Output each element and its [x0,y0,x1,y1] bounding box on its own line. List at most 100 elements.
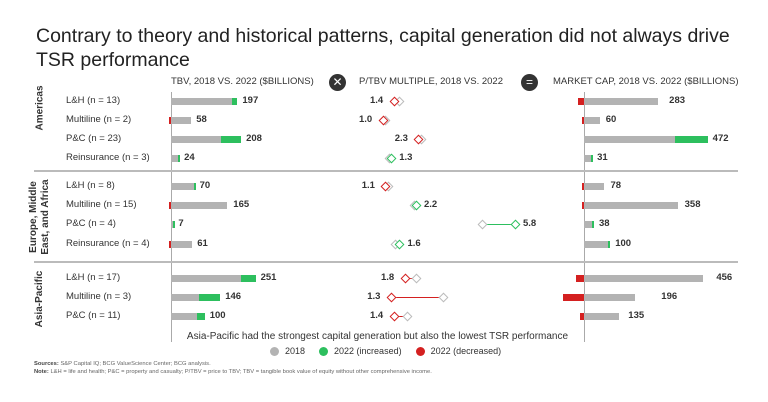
tbv-value: 165 [233,199,250,210]
mcap-value: 358 [684,199,701,210]
tbv-bar-increase [193,183,196,190]
note-text: L&H = life and health; P&C = property an… [50,369,432,375]
legend-item-decreased: 2022 (decreased) [415,346,501,357]
ptbv-marker-2022 [400,273,410,283]
row-label: Multiline (n = 15) [66,199,137,210]
row-label: P&C (n = 11) [66,310,121,321]
region-divider [34,261,738,263]
mcap-bar-2018 [584,294,636,301]
mcap-bar-2018 [584,275,704,282]
row-label: P&C (n = 23) [66,133,122,144]
tbv-bar-2018 [171,294,200,301]
tbv-bar-increase [241,275,256,282]
mcap-bar-decrease [580,313,584,320]
tbv-bar-decrease [169,202,171,209]
mcap-bar-increase [591,155,594,162]
mcap-bar-2018 [584,183,605,190]
tbv-value: 100 [209,310,226,321]
tbv-value: 197 [242,95,259,106]
tbv-bar-decrease [169,117,171,124]
region-label: Asia-Pacific [34,270,45,328]
mcap-value: 283 [669,95,686,106]
ptbv-value: 1.3 [399,152,413,163]
row-label: L&H (n = 17) [66,272,121,283]
ptbv-marker-2018 [402,311,413,321]
ptbv-change-line [391,296,444,298]
ptbv-header: P/TBV MULTIPLE, 2018 VS. 2022 [359,76,503,87]
mcap-bar-2018 [584,221,592,228]
ptbv-marker-2022 [389,311,399,321]
tbv-value: 58 [196,114,207,125]
tbv-value: 146 [225,291,242,302]
row-label: P&C (n = 4) [66,218,116,229]
mcap-bar-2018 [584,241,609,248]
ptbv-value: 1.6 [407,238,421,249]
equals-icon: = [521,74,538,91]
mcap-bar-decrease [582,117,584,124]
mcap-bar-decrease [577,98,584,105]
tbv-bar-2018 [171,221,174,228]
mcap-value: 100 [615,238,632,249]
ptbv-value: 1.1 [361,180,375,191]
tbv-bar-2018 [171,136,221,143]
tbv-bar-2018 [171,98,232,105]
ptbv-value: 1.8 [381,272,395,283]
row-label: Multiline (n = 2) [66,114,132,125]
tbv-bar-2018 [171,155,178,162]
mcap-value: 456 [716,272,733,283]
mcap-bar-decrease [563,294,584,301]
tbv-header: TBV, 2018 VS. 2022 ($BILLIONS) [171,76,314,87]
tbv-value: 24 [184,152,195,163]
row-label: Multiline (n = 3) [66,291,132,302]
ptbv-value: 1.3 [367,291,381,302]
tbv-bar-2018 [171,275,242,282]
ptbv-marker-2022 [386,292,397,302]
tbv-bar-increase [177,155,180,162]
tbv-value: 70 [199,180,211,191]
tbv-bar-2018 [171,202,227,209]
sources-text: S&P Capital IQ; BCG ValueScience Center;… [60,361,211,367]
mcap-bar-2018 [584,313,620,320]
mcap-axis [584,92,585,342]
ptbv-change-line [405,277,416,279]
tbv-bar-2018 [171,183,194,190]
legend-swatch [319,347,329,357]
legend-item-2018: 2018 [270,346,306,357]
tbv-value: 208 [246,133,262,144]
mcap-value: 196 [661,291,678,302]
mcap-value: 38 [598,218,610,229]
row-label: Reinsurance (n = 3) [66,152,150,163]
tbv-bar-increase [173,221,176,228]
mcap-bar-2018 [584,98,659,105]
tbv-bar-increase [199,294,221,301]
ptbv-marker-2018 [438,292,449,302]
note-label: Note: [34,369,49,375]
mcap-bar-decrease [582,202,584,209]
row-label: L&H (n = 8) [66,180,115,191]
tbv-value: 61 [197,238,208,249]
mcap-value: 31 [597,152,608,163]
note: Note: L&H = life and health; P&C = prope… [34,369,432,375]
legend-label: 2022 (increased) [334,346,402,356]
sources: Sources: S&P Capital IQ; BCG ValueScienc… [34,361,211,367]
region-label: Americas [34,84,45,131]
row-label: L&H (n = 13) [66,95,121,106]
chart-title: Contrary to theory and historical patter… [36,25,730,71]
ptbv-value: 5.8 [523,218,537,229]
mcap-bar-2018 [584,155,592,162]
legend: 2018 2022 (increased) 2022 (decreased) [270,346,501,357]
mcap-value: 60 [605,114,617,125]
tbv-value: 7 [178,218,184,229]
mcap-value: 472 [712,133,729,144]
mcap-bar-increase [608,241,611,248]
tbv-axis [171,92,172,342]
legend-label: 2018 [285,346,306,356]
mcap-header: MARKET CAP, 2018 VS. 2022 ($BILLIONS) [553,76,739,87]
legend-swatch [415,347,425,357]
row-label: Reinsurance (n = 4) [66,238,150,249]
sources-label: Sources: [34,361,59,367]
mcap-bar-increase [591,221,594,228]
tbv-bar-increase [220,136,242,143]
legend-swatch [270,347,279,357]
